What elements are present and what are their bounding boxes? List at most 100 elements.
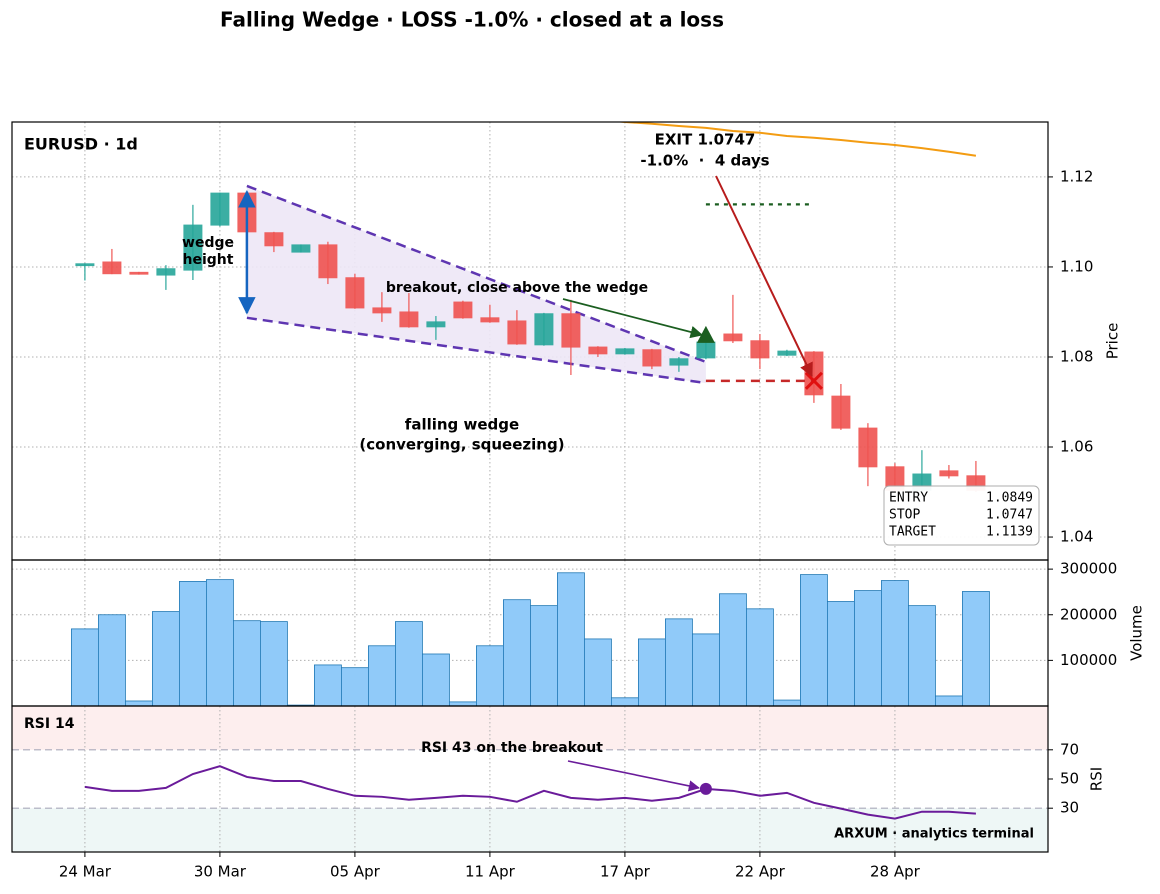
volume-bar bbox=[773, 699, 801, 707]
y-tick-label: 70 bbox=[1060, 740, 1079, 758]
volume-bar bbox=[746, 608, 774, 707]
candle-body bbox=[102, 261, 122, 275]
volume-bar bbox=[908, 605, 936, 707]
exit-label: EXIT 1.0747 bbox=[655, 131, 756, 149]
candle-body bbox=[696, 341, 716, 359]
candle-body bbox=[210, 192, 230, 226]
candle-body bbox=[777, 350, 797, 356]
volume-bar bbox=[638, 638, 666, 707]
panel-frame bbox=[11, 705, 1049, 853]
wedge-line bbox=[246, 184, 707, 364]
volume-bar bbox=[530, 605, 558, 707]
wedge-line bbox=[246, 316, 707, 385]
candle-body bbox=[588, 346, 608, 355]
volume-bar bbox=[125, 700, 153, 707]
volume-bar bbox=[368, 645, 396, 707]
volume-bar bbox=[179, 581, 207, 707]
info-key: TARGET bbox=[889, 525, 936, 540]
volume-bar bbox=[260, 621, 288, 707]
y-axis-label: RSI bbox=[1088, 767, 1106, 791]
x-tick-label: 11 Apr bbox=[465, 863, 516, 881]
volume-bar bbox=[314, 664, 342, 707]
volume-bar bbox=[206, 579, 234, 707]
wedge-label: (converging, squeezing) bbox=[359, 436, 564, 454]
info-value: 1.0849 bbox=[986, 491, 1033, 506]
breakout-label: breakout, close above the wedge bbox=[386, 280, 648, 296]
wedge-height-label: height bbox=[183, 252, 234, 268]
volume-bar bbox=[962, 591, 990, 707]
volume-bar bbox=[827, 601, 855, 707]
volume-bar bbox=[854, 590, 882, 707]
candle-body bbox=[318, 244, 338, 279]
volume-bar bbox=[449, 701, 477, 707]
volume-bar bbox=[881, 580, 909, 707]
volume-bar bbox=[395, 621, 423, 707]
volume-bar bbox=[692, 633, 720, 707]
volume-bar bbox=[557, 572, 585, 707]
y-tick-label: 30 bbox=[1060, 799, 1079, 817]
volume-bar bbox=[341, 667, 369, 707]
watermark: ARXUM · analytics terminal bbox=[834, 827, 1034, 842]
symbol-label: EURUSD · 1d bbox=[24, 135, 138, 154]
x-tick-label: 17 Apr bbox=[600, 863, 651, 881]
candle-body bbox=[264, 232, 284, 247]
candle-body bbox=[750, 340, 770, 359]
y-axis-label: Price bbox=[1104, 323, 1122, 360]
x-tick-label: 22 Apr bbox=[735, 863, 786, 881]
candle-body bbox=[669, 358, 689, 366]
y-tick-label: 300000 bbox=[1060, 560, 1117, 578]
exit-label: -1.0% · 4 days bbox=[640, 152, 769, 170]
y-tick-label: 1.12 bbox=[1060, 167, 1093, 185]
candle-body bbox=[534, 313, 554, 346]
candle-body bbox=[723, 333, 743, 342]
y-tick-label: 1.06 bbox=[1060, 438, 1093, 456]
volume-bar bbox=[233, 620, 261, 707]
info-key: STOP bbox=[889, 508, 920, 523]
wedge-label: falling wedge bbox=[405, 416, 519, 434]
info-value: 1.0747 bbox=[986, 508, 1033, 523]
volume-bar bbox=[71, 628, 99, 707]
candle-body bbox=[831, 395, 851, 429]
exit-arrow bbox=[715, 175, 813, 378]
overbought-band bbox=[12, 706, 1048, 750]
candle-body bbox=[615, 348, 635, 355]
volume-bar bbox=[422, 653, 450, 707]
candle-body bbox=[453, 301, 473, 319]
volume-bar bbox=[665, 618, 693, 707]
x-tick-label: 24 Mar bbox=[59, 863, 112, 881]
breakout-arrow bbox=[562, 298, 704, 339]
candle-body bbox=[426, 321, 446, 328]
candle-body bbox=[372, 307, 392, 314]
volume-bar bbox=[152, 611, 180, 707]
y-tick-label: 1.08 bbox=[1060, 347, 1093, 365]
candle-body bbox=[480, 317, 500, 323]
candle-body bbox=[561, 313, 581, 348]
rsi-label: RSI 14 bbox=[24, 716, 75, 732]
candle-body bbox=[129, 271, 149, 275]
x-tick-label: 28 Apr bbox=[870, 863, 921, 881]
info-value: 1.1139 bbox=[986, 525, 1033, 540]
volume-bar bbox=[719, 593, 747, 707]
trend-line bbox=[614, 122, 977, 157]
candle-body bbox=[156, 268, 176, 276]
info-key: ENTRY bbox=[889, 491, 928, 506]
chart-title: Falling Wedge · LOSS -1.0% · closed at a… bbox=[220, 8, 724, 32]
candle-body bbox=[399, 311, 419, 328]
wedge-height-label: wedge bbox=[182, 235, 234, 251]
candle-body bbox=[75, 263, 95, 267]
price-plot bbox=[75, 122, 986, 493]
volume-bar bbox=[503, 599, 531, 707]
volume-bar bbox=[476, 645, 504, 707]
y-axis-label: Volume bbox=[1128, 605, 1146, 661]
volume-bar bbox=[611, 697, 639, 707]
volume-bar bbox=[800, 574, 828, 707]
y-tick-label: 200000 bbox=[1060, 605, 1117, 623]
rsi-line bbox=[84, 765, 976, 820]
rsi-marker bbox=[699, 782, 712, 795]
candle-body bbox=[858, 427, 878, 468]
entry-marker bbox=[696, 325, 715, 343]
y-tick-label: 100000 bbox=[1060, 651, 1117, 669]
x-tick-label: 05 Apr bbox=[330, 863, 381, 881]
candle-body bbox=[507, 320, 527, 345]
